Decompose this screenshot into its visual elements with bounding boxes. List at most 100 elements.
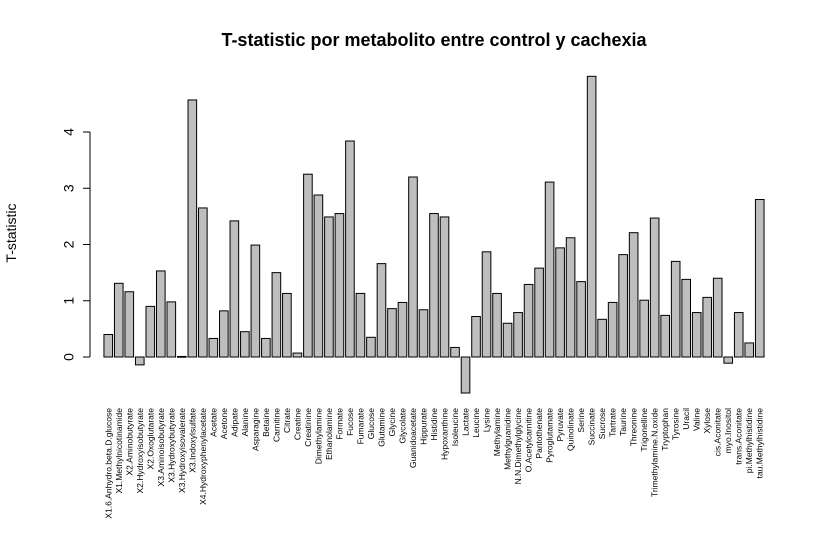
- bar-x2-hydroxyisobutyrate: [134, 356, 145, 366]
- bar-asparagine: [250, 244, 261, 358]
- bars: [103, 75, 765, 394]
- bar-x4-hydroxyphenylacetate: [198, 207, 208, 358]
- bar-x3-hydroxyisovalerate: [177, 355, 187, 358]
- bar-trigonelline: [639, 299, 649, 358]
- x-tick-label: X3.Hydroxybutyrate: [166, 408, 176, 483]
- bar-ethanolamine: [324, 216, 334, 358]
- x-tick-labels: X1.6.Anhydro.beta.D.glucose X1.Methylnico…: [103, 408, 764, 519]
- x-tick-label: X2.Oxoglutarate: [145, 408, 155, 470]
- x-tick-label: Glycine: [387, 408, 397, 437]
- x-tick-label: Pyroglutamate: [545, 408, 555, 463]
- bar-betaine: [261, 337, 271, 358]
- x-tick-label: myo.Inositol: [723, 408, 733, 453]
- x-tick-label: Methylamine: [492, 408, 502, 456]
- y-tick-label: 0: [61, 353, 77, 361]
- y-tick-label: 4: [61, 128, 77, 136]
- x-tick-label: Xylose: [702, 408, 712, 434]
- x-tick-label: Taurine: [618, 408, 628, 436]
- bar-lactate: [460, 356, 471, 394]
- x-tick-label: Hippurate: [418, 408, 428, 445]
- x-tick-label: Betaine: [261, 408, 271, 437]
- x-tick-label: Glucose: [366, 408, 376, 439]
- bar-lysine: [481, 251, 492, 358]
- x-tick-label: Asparagine: [250, 408, 260, 451]
- bar-leucine: [471, 316, 481, 358]
- x-tick-label: Lysine: [482, 408, 492, 433]
- x-tick-label: cis.Aconitate: [713, 408, 723, 456]
- bar-tyrosine: [670, 260, 681, 358]
- x-tick-label: Fumarate: [355, 408, 365, 445]
- x-tick-label: Pyruvate: [555, 408, 565, 442]
- bar-serine: [576, 281, 586, 358]
- bar-myo-inositol: [723, 356, 734, 364]
- bar-formate: [334, 213, 345, 358]
- bar-tartrate: [607, 301, 618, 358]
- bar-x3-indoxylsulfate: [187, 99, 198, 358]
- bar-x3-aminoisobutyrate: [155, 270, 166, 358]
- bar-succinate: [586, 75, 597, 358]
- x-tick-label: Acetate: [208, 408, 218, 437]
- x-tick-label: pi.Methylhistidine: [744, 408, 754, 473]
- bar-n-n-dimethylglycine: [513, 312, 523, 358]
- x-tick-label: Acetone: [219, 408, 229, 439]
- bar-methylguanidine: [502, 322, 513, 358]
- x-tick-label: X2.Aminobutyrate: [124, 408, 134, 476]
- bar-histidine: [429, 213, 439, 358]
- x-tick-label: X3.Aminoisobutyrate: [156, 408, 166, 487]
- bar-x2-oxoglutarate: [145, 305, 156, 358]
- bar-x1-methylnicotinamide: [113, 282, 124, 358]
- bar-quinolinate: [565, 237, 576, 358]
- x-tick-label: X3.Indoxylsulfate: [187, 408, 197, 473]
- bar-xylose: [702, 296, 713, 358]
- bar-valine: [691, 312, 702, 358]
- x-tick-label: Tyrosine: [671, 408, 681, 440]
- y-axis-label: T-statistic: [3, 203, 19, 262]
- bar-taurine: [618, 254, 628, 358]
- bar-pyruvate: [555, 247, 565, 358]
- x-tick-label: Carnitine: [271, 408, 281, 442]
- bar-hippurate: [418, 309, 429, 358]
- bar-acetate: [208, 337, 219, 358]
- x-tick-label: Citrate: [282, 408, 292, 433]
- bar-tryptophan: [660, 314, 670, 358]
- x-tick-label: Histidine: [429, 408, 439, 441]
- x-tick-label: Trimethylamine.N.oxide: [650, 408, 660, 497]
- x-tick-label: Creatine: [292, 408, 302, 440]
- bar-sucrose: [597, 318, 607, 358]
- x-tick-label: Guanidoacetate: [408, 408, 418, 468]
- y-axis: 0 1 2 3 4: [61, 128, 91, 361]
- x-tick-label: Trigonelline: [639, 408, 649, 452]
- x-tick-label: trans.Aconitate: [734, 408, 744, 465]
- x-tick-label: Dimethylamine: [313, 408, 323, 464]
- bar-creatinine: [303, 173, 313, 358]
- x-tick-label: Quinolinate: [566, 408, 576, 451]
- x-tick-label: Hypoxanthine: [440, 408, 450, 460]
- x-tick-label: Leucine: [471, 408, 481, 438]
- x-tick-label: Valine: [692, 408, 702, 431]
- bar-trans-aconitate: [733, 312, 744, 358]
- x-tick-label: Uracil: [681, 408, 691, 430]
- y-tick-label: 1: [61, 297, 77, 305]
- x-tick-label: Isoleucine: [450, 408, 460, 447]
- x-tick-label: tau.Methylhistidine: [755, 408, 765, 479]
- bar-glycine: [387, 308, 397, 358]
- bar-carnitine: [271, 272, 282, 358]
- bar-citrate: [282, 292, 292, 358]
- bar-acetone: [219, 310, 229, 358]
- bar-cis-aconitate: [712, 277, 723, 358]
- x-tick-label: Creatinine: [303, 408, 313, 447]
- x-tick-label: Threonine: [629, 408, 639, 447]
- bar-fumarate: [355, 292, 366, 358]
- x-tick-label: N.N.Dimethylglycine: [513, 408, 523, 485]
- x-tick-label: Tryptophan: [660, 408, 670, 451]
- bar-methylamine: [492, 292, 502, 358]
- x-tick-label: X4.Hydroxyphenylacetate: [198, 408, 208, 505]
- bar-alanine: [240, 331, 250, 358]
- x-tick-label: X1.6.Anhydro.beta.D.glucose: [103, 408, 113, 519]
- bar-o-acetylcarnitine: [523, 283, 534, 358]
- bar-guanidoacetate: [408, 176, 418, 358]
- chart-title: T-statistic por metabolito entre control…: [221, 30, 647, 50]
- bar-glutamine: [376, 263, 387, 358]
- x-tick-label: O.Acetylcarnitine: [524, 408, 534, 473]
